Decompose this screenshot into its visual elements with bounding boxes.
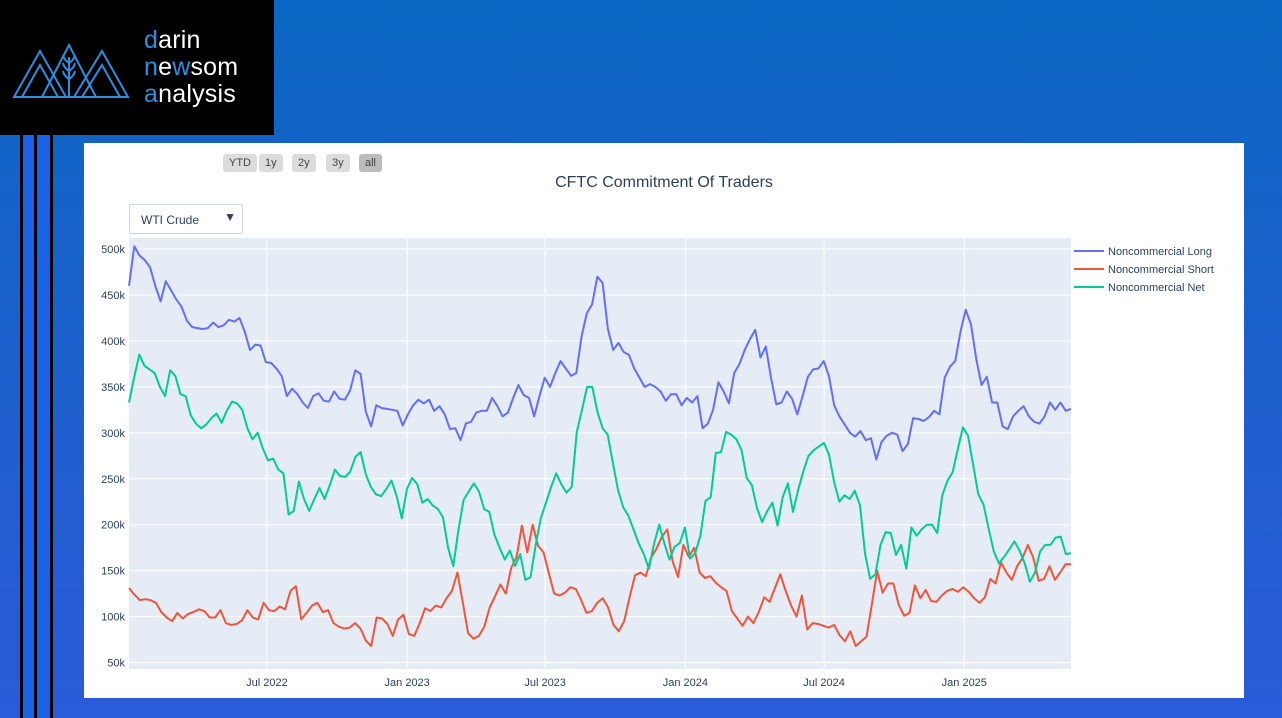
range-3y-button[interactable]: 3y — [326, 154, 350, 172]
x-tick-label: Jul 2023 — [524, 677, 566, 689]
series-line-noncommercial-net — [128, 353, 1072, 583]
x-tick-label: Jan 2024 — [663, 677, 708, 689]
y-tick-label: 500k — [101, 244, 125, 256]
x-tick-label: Jul 2022 — [246, 677, 288, 689]
rail-divider — [20, 135, 23, 718]
y-tick-label: 300k — [101, 428, 125, 440]
chevron-down-icon: ▼ — [224, 210, 236, 224]
x-tick-label: Jan 2025 — [942, 677, 987, 689]
legend-label: Noncommercial Net — [1108, 282, 1205, 294]
brand-name: darin newsom analysis — [144, 26, 239, 108]
y-tick-label: 100k — [101, 612, 125, 624]
y-tick-label: 450k — [101, 290, 125, 302]
legend-item[interactable]: Noncommercial Long — [1074, 246, 1212, 258]
commodity-dropdown[interactable]: WTI Crude ▼ — [129, 204, 243, 234]
series-line-noncommercial-short — [128, 523, 1071, 647]
rail-divider — [34, 135, 37, 718]
range-all-button[interactable]: all — [359, 154, 383, 172]
plot-area — [129, 238, 1071, 669]
brand-logo: darin newsom analysis — [0, 0, 274, 135]
x-tick-label: Jul 2024 — [803, 677, 845, 689]
y-tick-label: 150k — [101, 566, 125, 578]
y-tick-label: 400k — [101, 336, 125, 348]
x-tick-label: Jan 2023 — [385, 677, 430, 689]
y-tick-label: 250k — [101, 474, 125, 486]
y-tick-label: 200k — [101, 520, 125, 532]
rail-divider — [50, 135, 53, 718]
cot-line-chart: 50k 100k 150k 200k 250k 300k 350k 400k 450k 500k J… — [101, 238, 1214, 689]
series-line-noncommercial-long — [128, 245, 1072, 461]
legend-item[interactable]: Noncommercial Short — [1074, 264, 1214, 276]
range-1y-button[interactable]: 1y — [259, 154, 283, 172]
left-rail — [20, 135, 53, 718]
chart-title: CFTC Commitment Of Traders — [555, 174, 773, 191]
y-tick-label: 50k — [107, 658, 125, 670]
dropdown-selected-value: WTI Crude — [141, 213, 200, 227]
legend-label: Noncommercial Short — [1108, 264, 1214, 276]
range-2y-button[interactable]: 2y — [292, 154, 316, 172]
y-tick-label: 350k — [101, 382, 125, 394]
mountains-wheat-icon — [12, 42, 130, 98]
range-ytd-button[interactable]: YTD — [223, 154, 257, 172]
legend-label: Noncommercial Long — [1108, 246, 1212, 258]
legend-item[interactable]: Noncommercial Net — [1074, 282, 1205, 294]
